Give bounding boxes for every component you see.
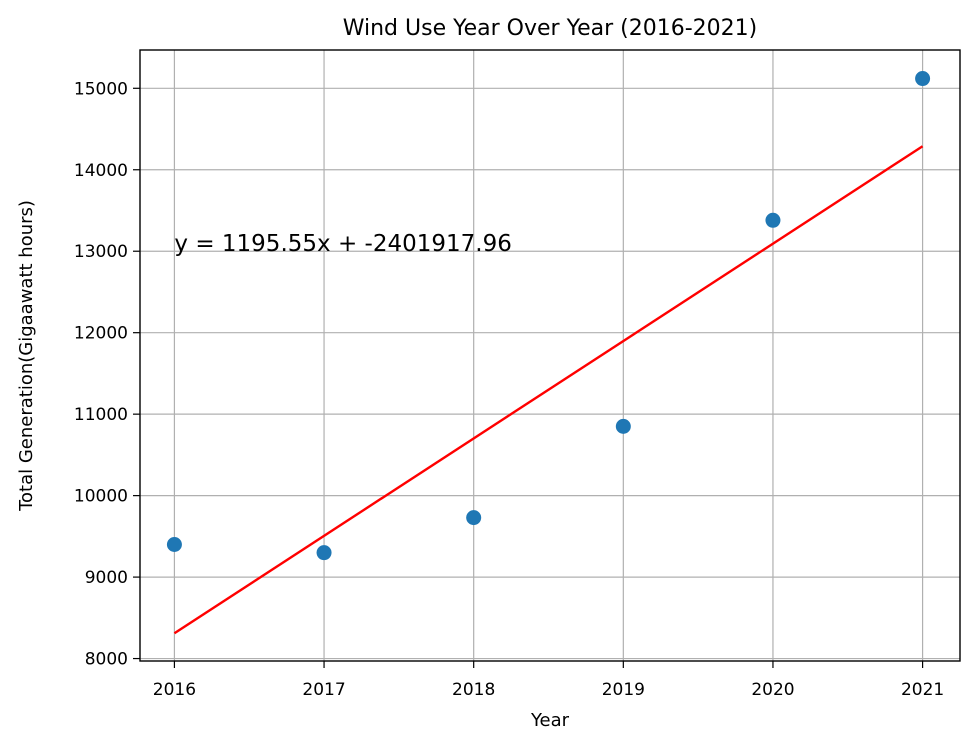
data-point [915, 71, 931, 87]
y-tick-label: 10000 [74, 487, 128, 507]
y-tick-label: 9000 [85, 568, 128, 588]
data-point [615, 418, 631, 434]
regression-layer [173, 145, 924, 635]
x-tick-label: 2017 [302, 680, 345, 700]
x-tick-label: 2021 [901, 680, 944, 700]
y-tick-label: 11000 [74, 405, 128, 425]
y-tick-label: 15000 [74, 79, 128, 99]
x-tick-label: 2019 [602, 680, 645, 700]
data-point [166, 537, 182, 553]
x-axis: 2016 2017 2018 2019 2020 2021 [153, 661, 944, 700]
y-tick-label: 14000 [74, 161, 128, 181]
x-axis-label: Year [530, 710, 570, 731]
regression-line [173, 145, 924, 635]
data-points [166, 71, 931, 561]
regression-equation: y = 1195.55x + -2401917.96 [174, 231, 511, 257]
x-tick-label: 2016 [153, 680, 196, 700]
y-tick-label: 8000 [85, 650, 128, 670]
y-axis: 8000 9000 10000 11000 12000 13000 14000 15000 [74, 79, 140, 670]
x-tick-label: 2020 [751, 680, 794, 700]
chart-title: Wind Use Year Over Year (2016-2021) [343, 16, 758, 41]
grid-lines [140, 50, 960, 661]
y-tick-label: 12000 [74, 324, 128, 344]
plot-frame [139, 49, 961, 662]
data-point [765, 212, 781, 228]
data-point [316, 545, 332, 561]
y-axis-label: Total Generation(Gigaawatt hours) [16, 200, 37, 512]
y-tick-label: 13000 [74, 242, 128, 262]
data-point [466, 510, 482, 526]
x-tick-label: 2018 [452, 680, 495, 700]
